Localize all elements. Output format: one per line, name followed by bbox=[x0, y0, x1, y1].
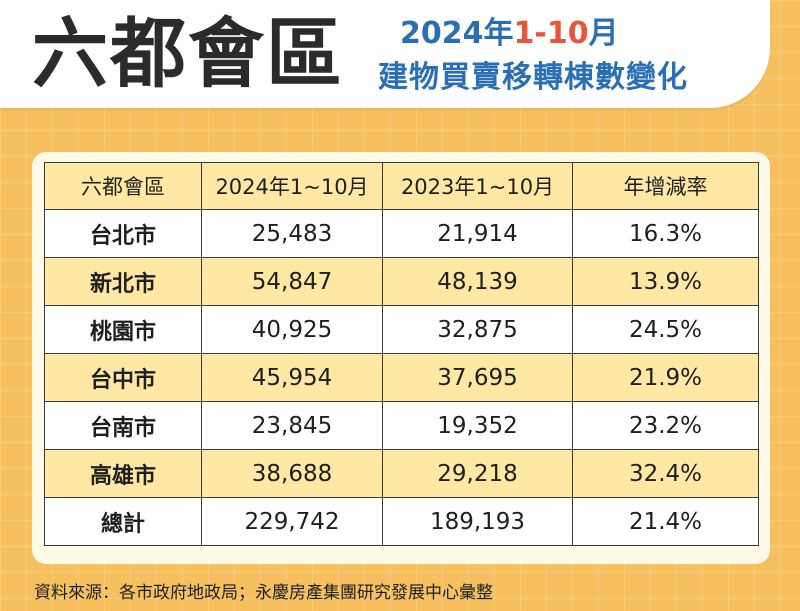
value-2023-cell: 21,914 bbox=[382, 209, 573, 258]
table-header-row: 六都會區 2024年1~10月 2023年1~10月 年增減率 bbox=[44, 162, 759, 210]
table-total-row: 總計 229,742 189,193 21.4% bbox=[44, 497, 759, 546]
header-card: 六都會區 2024年1-10月 建物買賣移轉棟數變化 bbox=[0, 0, 770, 108]
subtitle-description: 建物買賣移轉棟數變化 bbox=[378, 60, 688, 95]
table-row: 台北市 25,483 21,914 16.3% bbox=[44, 209, 759, 258]
value-2024-cell: 38,688 bbox=[201, 449, 383, 498]
rate-cell: 24.5% bbox=[572, 305, 759, 354]
column-header-region: 六都會區 bbox=[44, 162, 202, 210]
value-2023-cell: 37,695 bbox=[382, 353, 573, 402]
region-cell: 高雄市 bbox=[44, 449, 202, 498]
subtitle-month: 月 bbox=[588, 16, 619, 51]
table-row: 台中市 45,954 37,695 21.9% bbox=[44, 353, 759, 402]
value-2023-cell: 48,139 bbox=[382, 257, 573, 306]
value-2024-cell: 45,954 bbox=[201, 353, 383, 402]
value-2024-cell: 25,483 bbox=[201, 209, 383, 258]
region-cell: 台南市 bbox=[44, 401, 202, 450]
rate-cell: 23.2% bbox=[572, 401, 759, 450]
rate-cell: 21.9% bbox=[572, 353, 759, 402]
region-cell: 桃園市 bbox=[44, 305, 202, 354]
rate-cell: 13.9% bbox=[572, 257, 759, 306]
total-rate-cell: 21.4% bbox=[572, 497, 759, 546]
value-2023-cell: 32,875 bbox=[382, 305, 573, 354]
total-2024-cell: 229,742 bbox=[201, 497, 383, 546]
table-row: 桃園市 40,925 32,875 24.5% bbox=[44, 305, 759, 354]
total-2023-cell: 189,193 bbox=[382, 497, 573, 546]
main-title: 六都會區 bbox=[32, 9, 344, 98]
subtitle-period: 2024年1-10月 bbox=[400, 8, 619, 52]
transaction-table: 六都會區 2024年1~10月 2023年1~10月 年增減率 台北市 25,4… bbox=[44, 162, 759, 546]
subtitle-range: 1-10 bbox=[513, 16, 589, 51]
source-note: 資料來源：各市政府地政局；永慶房產集團研究發展中心彙整 bbox=[34, 583, 493, 603]
table-panel: 六都會區 2024年1~10月 2023年1~10月 年增減率 台北市 25,4… bbox=[32, 152, 770, 564]
total-label-cell: 總計 bbox=[44, 497, 202, 546]
rate-cell: 16.3% bbox=[572, 209, 759, 258]
value-2023-cell: 29,218 bbox=[382, 449, 573, 498]
value-2023-cell: 19,352 bbox=[382, 401, 573, 450]
table-row: 台南市 23,845 19,352 23.2% bbox=[44, 401, 759, 450]
region-cell: 台中市 bbox=[44, 353, 202, 402]
rate-cell: 32.4% bbox=[572, 449, 759, 498]
value-2024-cell: 54,847 bbox=[201, 257, 383, 306]
column-header-2024: 2024年1~10月 bbox=[201, 162, 383, 210]
column-header-rate: 年增減率 bbox=[572, 162, 759, 210]
subtitle-year: 2024年 bbox=[400, 16, 514, 51]
value-2024-cell: 40,925 bbox=[201, 305, 383, 354]
region-cell: 台北市 bbox=[44, 209, 202, 258]
region-cell: 新北市 bbox=[44, 257, 202, 306]
table-row: 新北市 54,847 48,139 13.9% bbox=[44, 257, 759, 306]
column-header-2023: 2023年1~10月 bbox=[382, 162, 573, 210]
value-2024-cell: 23,845 bbox=[201, 401, 383, 450]
table-row: 高雄市 38,688 29,218 32.4% bbox=[44, 449, 759, 498]
